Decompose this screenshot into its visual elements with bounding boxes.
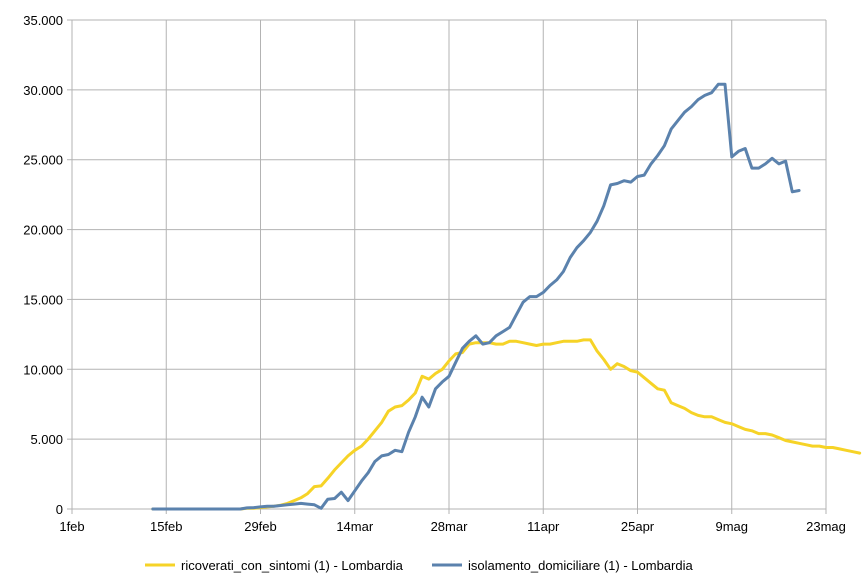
- x-tick-label: 1feb: [59, 519, 84, 534]
- x-tick-label: 23mag: [806, 519, 846, 534]
- y-tick-label: 0: [56, 502, 63, 517]
- gridlines: [71, 19, 827, 510]
- x-tick-labels: 1feb 15feb 29feb 14mar 28mar 11apr 25apr 9mag 23…: [59, 519, 846, 534]
- x-tick-label: 25apr: [621, 519, 655, 534]
- x-tick-label: 14mar: [336, 519, 374, 534]
- y-tick-label: 10.000: [23, 362, 63, 377]
- x-tick-label: 28mar: [431, 519, 469, 534]
- y-tick-label: 20.000: [23, 223, 63, 238]
- y-tick-label: 15.000: [23, 292, 63, 307]
- x-tick-label: 11apr: [527, 519, 560, 534]
- series-line-0: [151, 338, 862, 511]
- x-tick-label: 29feb: [244, 519, 277, 534]
- legend-label-0: ricoverati_con_sintomi (1) - Lombardia: [181, 558, 404, 573]
- legend: ricoverati_con_sintomi (1) - Lombardia is…: [145, 558, 693, 573]
- y-tick-labels: 0 5.000 10.000 15.000 20.000 25.000 30.000 35.0…: [23, 13, 63, 517]
- legend-label-1: isolamento_domiciliare (1) - Lombardia: [468, 558, 693, 573]
- y-tick-label: 25.000: [23, 153, 63, 168]
- y-tick-label: 35.000: [23, 13, 63, 28]
- series-line-1: [151, 82, 801, 511]
- y-tick-label: 5.000: [30, 432, 63, 447]
- x-tick-label: 15feb: [150, 519, 183, 534]
- series-lines: [151, 82, 862, 511]
- y-tick-label: 30.000: [23, 83, 63, 98]
- x-tick-label: 9mag: [715, 519, 748, 534]
- axes: [67, 19, 827, 514]
